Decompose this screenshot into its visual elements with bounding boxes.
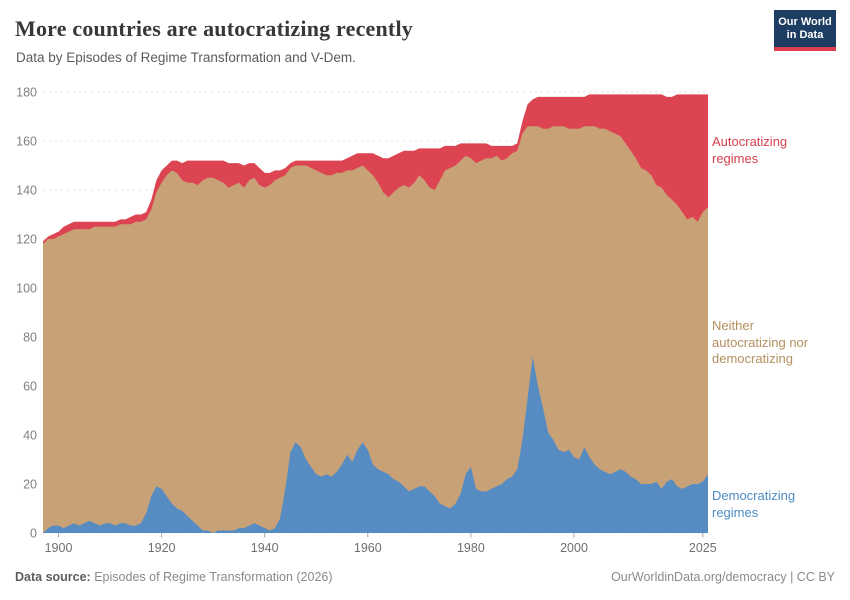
x-axis-tick-label: 1900 <box>45 541 73 555</box>
x-axis: 1900 1920 1940 1960 1980 2000 2025 <box>45 533 717 555</box>
x-axis-tick-label: 2000 <box>560 541 588 555</box>
y-axis-tick-label: 180 <box>16 85 37 99</box>
owid-logo-line-1: Our World <box>778 16 832 28</box>
footer-source-value: Episodes of Regime Transformation (2026) <box>94 570 333 584</box>
owid-logo[interactable]: Our World in Data <box>774 10 836 51</box>
chart-subtitle: Data by Episodes of Regime Transformatio… <box>16 50 356 65</box>
y-axis-tick-label: 60 <box>23 379 37 393</box>
legend-label-democratizing: Democratizing regimes <box>712 488 796 520</box>
legend-label-neither: Neither autocratizing nor democratizing <box>712 318 809 366</box>
y-axis-tick-label: 40 <box>23 428 37 442</box>
footer-citation[interactable]: OurWorldinData.org/democracy | CC BY <box>611 570 835 584</box>
footer-source-label: Data source: <box>15 570 91 584</box>
y-axis-tick-label: 120 <box>16 232 37 246</box>
y-axis-tick-label: 80 <box>23 330 37 344</box>
page-title: More countries are autocratizing recentl… <box>15 16 413 41</box>
x-axis-tick-label: 1980 <box>457 541 485 555</box>
legend-label-autocratizing: Autocratizing regimes <box>712 134 788 166</box>
x-axis-tick-label: 2025 <box>689 541 717 555</box>
area-democratizing <box>43 356 708 533</box>
x-axis-tick-label: 1920 <box>148 541 176 555</box>
owid-logo-line-2: in Data <box>786 29 824 41</box>
y-axis-tick-label: 160 <box>16 134 37 148</box>
y-axis-tick-label: 100 <box>16 281 37 295</box>
x-axis-tick-label: 1940 <box>251 541 279 555</box>
y-axis-tick-label: 20 <box>23 477 37 491</box>
y-axis-tick-label: 0 <box>30 526 37 540</box>
y-grid: 0 20 40 60 80 100 120 140 160 180 <box>16 85 708 540</box>
y-axis-tick-label: 140 <box>16 183 37 197</box>
x-axis-tick-label: 1960 <box>354 541 382 555</box>
footer-source: Data source: Episodes of Regime Transfor… <box>15 570 333 584</box>
